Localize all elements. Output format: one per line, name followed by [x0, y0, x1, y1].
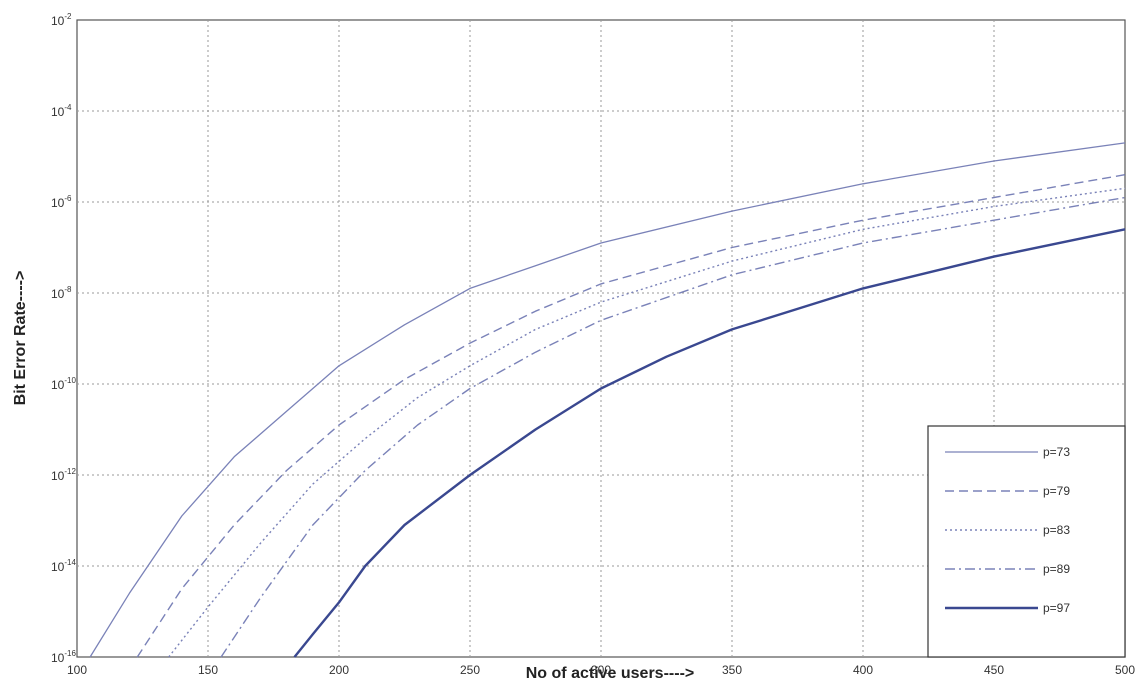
legend: p=73 p=79 p=83 p=89 p=97 [927, 425, 1126, 658]
y-tick-label: 10-4 [51, 103, 72, 119]
x-tick-label: 350 [722, 663, 742, 677]
y-tick-label: 10-8 [51, 285, 72, 301]
y-tick-label: 10-10 [51, 376, 76, 392]
y-tick-label: 10-2 [51, 12, 72, 28]
tick-layer: 100 150 200 250 300 350 400 450 500 10-2 10-4 10-6 1… [51, 12, 1135, 677]
x-tick-label: 150 [198, 663, 218, 677]
x-tick-label: 100 [67, 663, 87, 677]
y-tick-label: 10-16 [51, 649, 76, 665]
series-line-p-73 [89, 142, 1126, 658]
x-tick-label: 450 [984, 663, 1004, 677]
legend-label: p=97 [1043, 601, 1070, 615]
x-tick-label: 500 [1115, 663, 1135, 677]
series-line-p-89 [220, 196, 1126, 658]
x-axis-title: No of active users----> [526, 665, 694, 682]
x-tick-label: 250 [460, 663, 480, 677]
legend-label: p=83 [1043, 523, 1070, 537]
series-line-p-79 [136, 174, 1126, 658]
y-tick-label: 10-14 [51, 558, 76, 574]
legend-box [927, 425, 1126, 658]
legend-items: p=73 p=79 p=83 p=89 p=97 [945, 445, 1070, 615]
x-tick-label: 400 [853, 663, 873, 677]
legend-label: p=89 [1043, 562, 1070, 576]
series-layer [89, 142, 1126, 658]
x-tick-label: 300 [591, 663, 611, 677]
series-line-p-97 [293, 228, 1126, 658]
y-tick-label: 10-6 [51, 194, 72, 210]
y-axis-title: Bit Error Rate----> [12, 271, 29, 406]
y-tick-label: 10-12 [51, 467, 76, 483]
series-line-p-83 [168, 187, 1126, 658]
legend-label: p=73 [1043, 445, 1070, 459]
legend-label: p=79 [1043, 484, 1070, 498]
x-tick-label: 200 [329, 663, 349, 677]
